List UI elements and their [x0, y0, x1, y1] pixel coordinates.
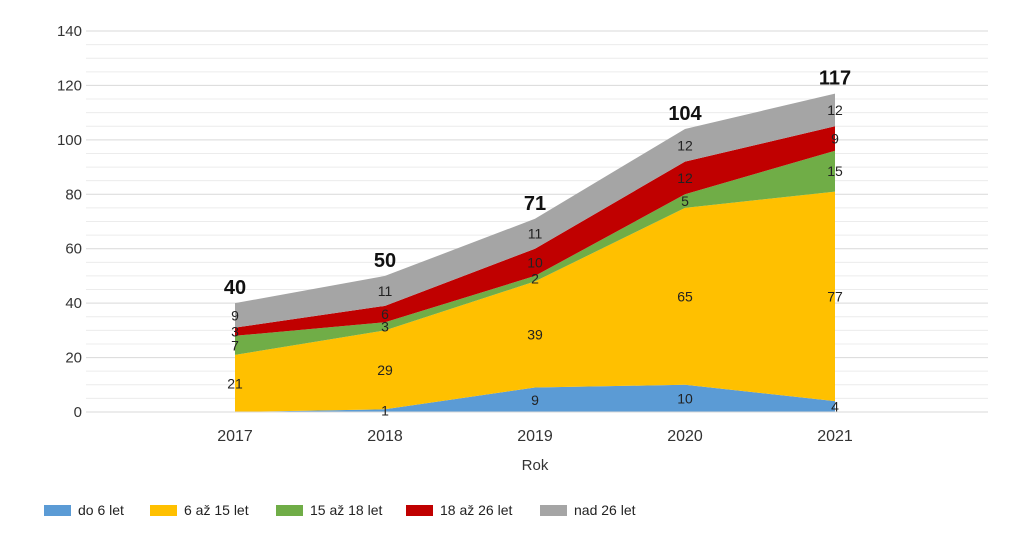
total-label: 40 [224, 277, 246, 299]
legend-swatch [406, 505, 433, 516]
legend-swatch [44, 505, 71, 516]
data-label: 2 [531, 271, 539, 287]
legend-item: 15 až 18 let [276, 502, 382, 518]
legend-label: 15 až 18 let [310, 502, 382, 518]
total-label: 71 [524, 193, 546, 215]
area-series-1 [235, 384, 835, 412]
data-label: 9 [231, 307, 239, 323]
total-label: 117 [819, 68, 851, 90]
legend-label: 6 až 15 let [184, 502, 249, 518]
data-label: 77 [827, 288, 843, 304]
data-label: 3 [381, 318, 389, 334]
data-label: 4 [831, 399, 839, 415]
data-label: 5 [681, 193, 689, 209]
y-tick-label: 0 [74, 404, 82, 421]
data-label: 21 [227, 375, 243, 391]
legend-item: do 6 let [44, 502, 124, 518]
data-label: 12 [677, 170, 693, 186]
y-tick-label: 140 [57, 23, 82, 40]
x-tick-label: 2018 [367, 428, 403, 445]
total-label: 50 [374, 250, 396, 272]
y-tick-label: 100 [57, 132, 82, 149]
data-label: 10 [527, 254, 543, 270]
data-label: 9 [831, 130, 839, 146]
x-tick-label: 2021 [817, 428, 853, 445]
y-axis: 0 20 40 60 80 100 120 140 [57, 23, 82, 421]
legend-item: 6 až 15 let [150, 502, 249, 518]
y-tick-label: 40 [65, 295, 82, 312]
y-tick-label: 20 [65, 350, 82, 367]
area-series-5 [235, 93, 835, 328]
legend-swatch [150, 505, 177, 516]
x-tick-label: 2020 [667, 428, 703, 445]
legend-label: nad 26 let [574, 502, 636, 518]
y-tick-label: 80 [65, 186, 82, 203]
legend-label: do 6 let [78, 502, 124, 518]
area-series-3 [235, 150, 835, 355]
area-series [235, 93, 835, 412]
data-label: 1 [381, 403, 389, 419]
data-label: 11 [528, 226, 543, 242]
x-tick-label: 2017 [217, 428, 253, 445]
data-label: 39 [527, 326, 543, 342]
legend-swatch [540, 505, 567, 516]
data-label: 7 [231, 337, 239, 353]
total-label: 104 [668, 103, 702, 125]
y-tick-label: 60 [65, 241, 82, 258]
data-label: 65 [677, 288, 693, 304]
data-label: 9 [531, 392, 539, 408]
legend-label: 18 až 26 let [440, 502, 512, 518]
data-label: 12 [827, 102, 843, 118]
data-label: 12 [677, 137, 693, 153]
legend-item: 18 až 26 let [406, 502, 512, 518]
data-label: 15 [827, 163, 843, 179]
area-series-4 [235, 126, 835, 336]
data-label: 11 [378, 283, 393, 299]
y-tick-label: 120 [57, 77, 82, 94]
legend-item: nad 26 let [540, 502, 636, 518]
area-series-2 [235, 191, 835, 412]
x-axis: 2017 2018 2019 2020 2021 [86, 411, 988, 445]
total-labels: 40 50 71 104 117 [224, 68, 851, 300]
data-label: 10 [677, 390, 693, 406]
data-label: 6 [381, 306, 389, 322]
x-tick-label: 2019 [517, 428, 553, 445]
legend: do 6 let 6 až 15 let 15 až 18 let 18 až 26 … [44, 502, 636, 518]
data-label: 29 [377, 362, 393, 378]
x-axis-title: Rok [522, 457, 549, 474]
legend-swatch [276, 505, 303, 516]
data-label: 3 [231, 324, 239, 340]
